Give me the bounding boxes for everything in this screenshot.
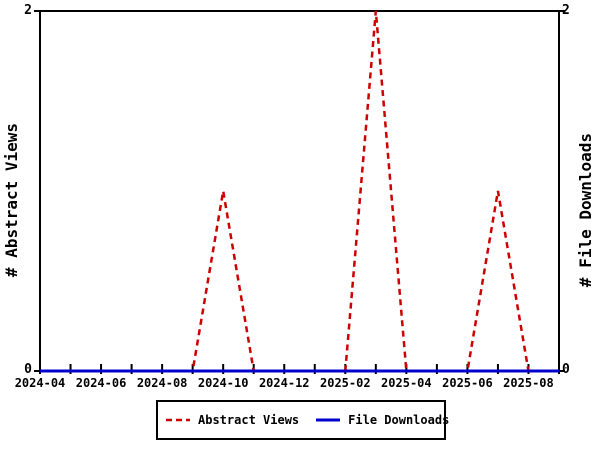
x-tick-label: 2025-02 — [319, 376, 371, 390]
x-axis-labels: 2024-04 2024-06 2024-08 2024-10 2024-12 2025-… — [0, 377, 600, 391]
dashed-line-swatch-icon — [166, 418, 190, 422]
right-axis-tick-0: 0 — [562, 362, 570, 377]
plot-frame — [39, 10, 560, 372]
legend-entry-file-downloads: File Downloads — [315, 413, 449, 427]
legend-label-file-downloads: File Downloads — [348, 413, 450, 427]
legend-entry-abstract-views: Abstract Views — [165, 413, 299, 427]
left-axis-tick-2: 2 — [24, 3, 32, 18]
legend: Abstract Views File Downloads — [156, 400, 449, 440]
legend-label-abstract-views: Abstract Views — [198, 413, 300, 427]
right-axis-title: # File Downloads — [576, 132, 595, 288]
left-axis-tick-0: 0 — [24, 362, 32, 377]
x-tick-label: 2025-08 — [503, 376, 554, 390]
right-axis-tick-2: 2 — [562, 3, 570, 18]
x-tick-label: 2024-08 — [136, 376, 188, 390]
left-axis-title: # Abstract Views — [2, 122, 21, 278]
x-tick-label: 2024-10 — [197, 376, 249, 390]
x-tick-label: 2024-12 — [258, 376, 310, 390]
x-tick-label: 2025-06 — [442, 376, 493, 390]
x-tick-label: 2024-06 — [75, 376, 127, 390]
x-tick-label: 2025-04 — [381, 376, 432, 390]
series-line-abstract-views — [40, 10, 559, 373]
x-tick-label: 2024-04 — [14, 376, 66, 390]
solid-line-swatch-icon — [316, 418, 341, 422]
